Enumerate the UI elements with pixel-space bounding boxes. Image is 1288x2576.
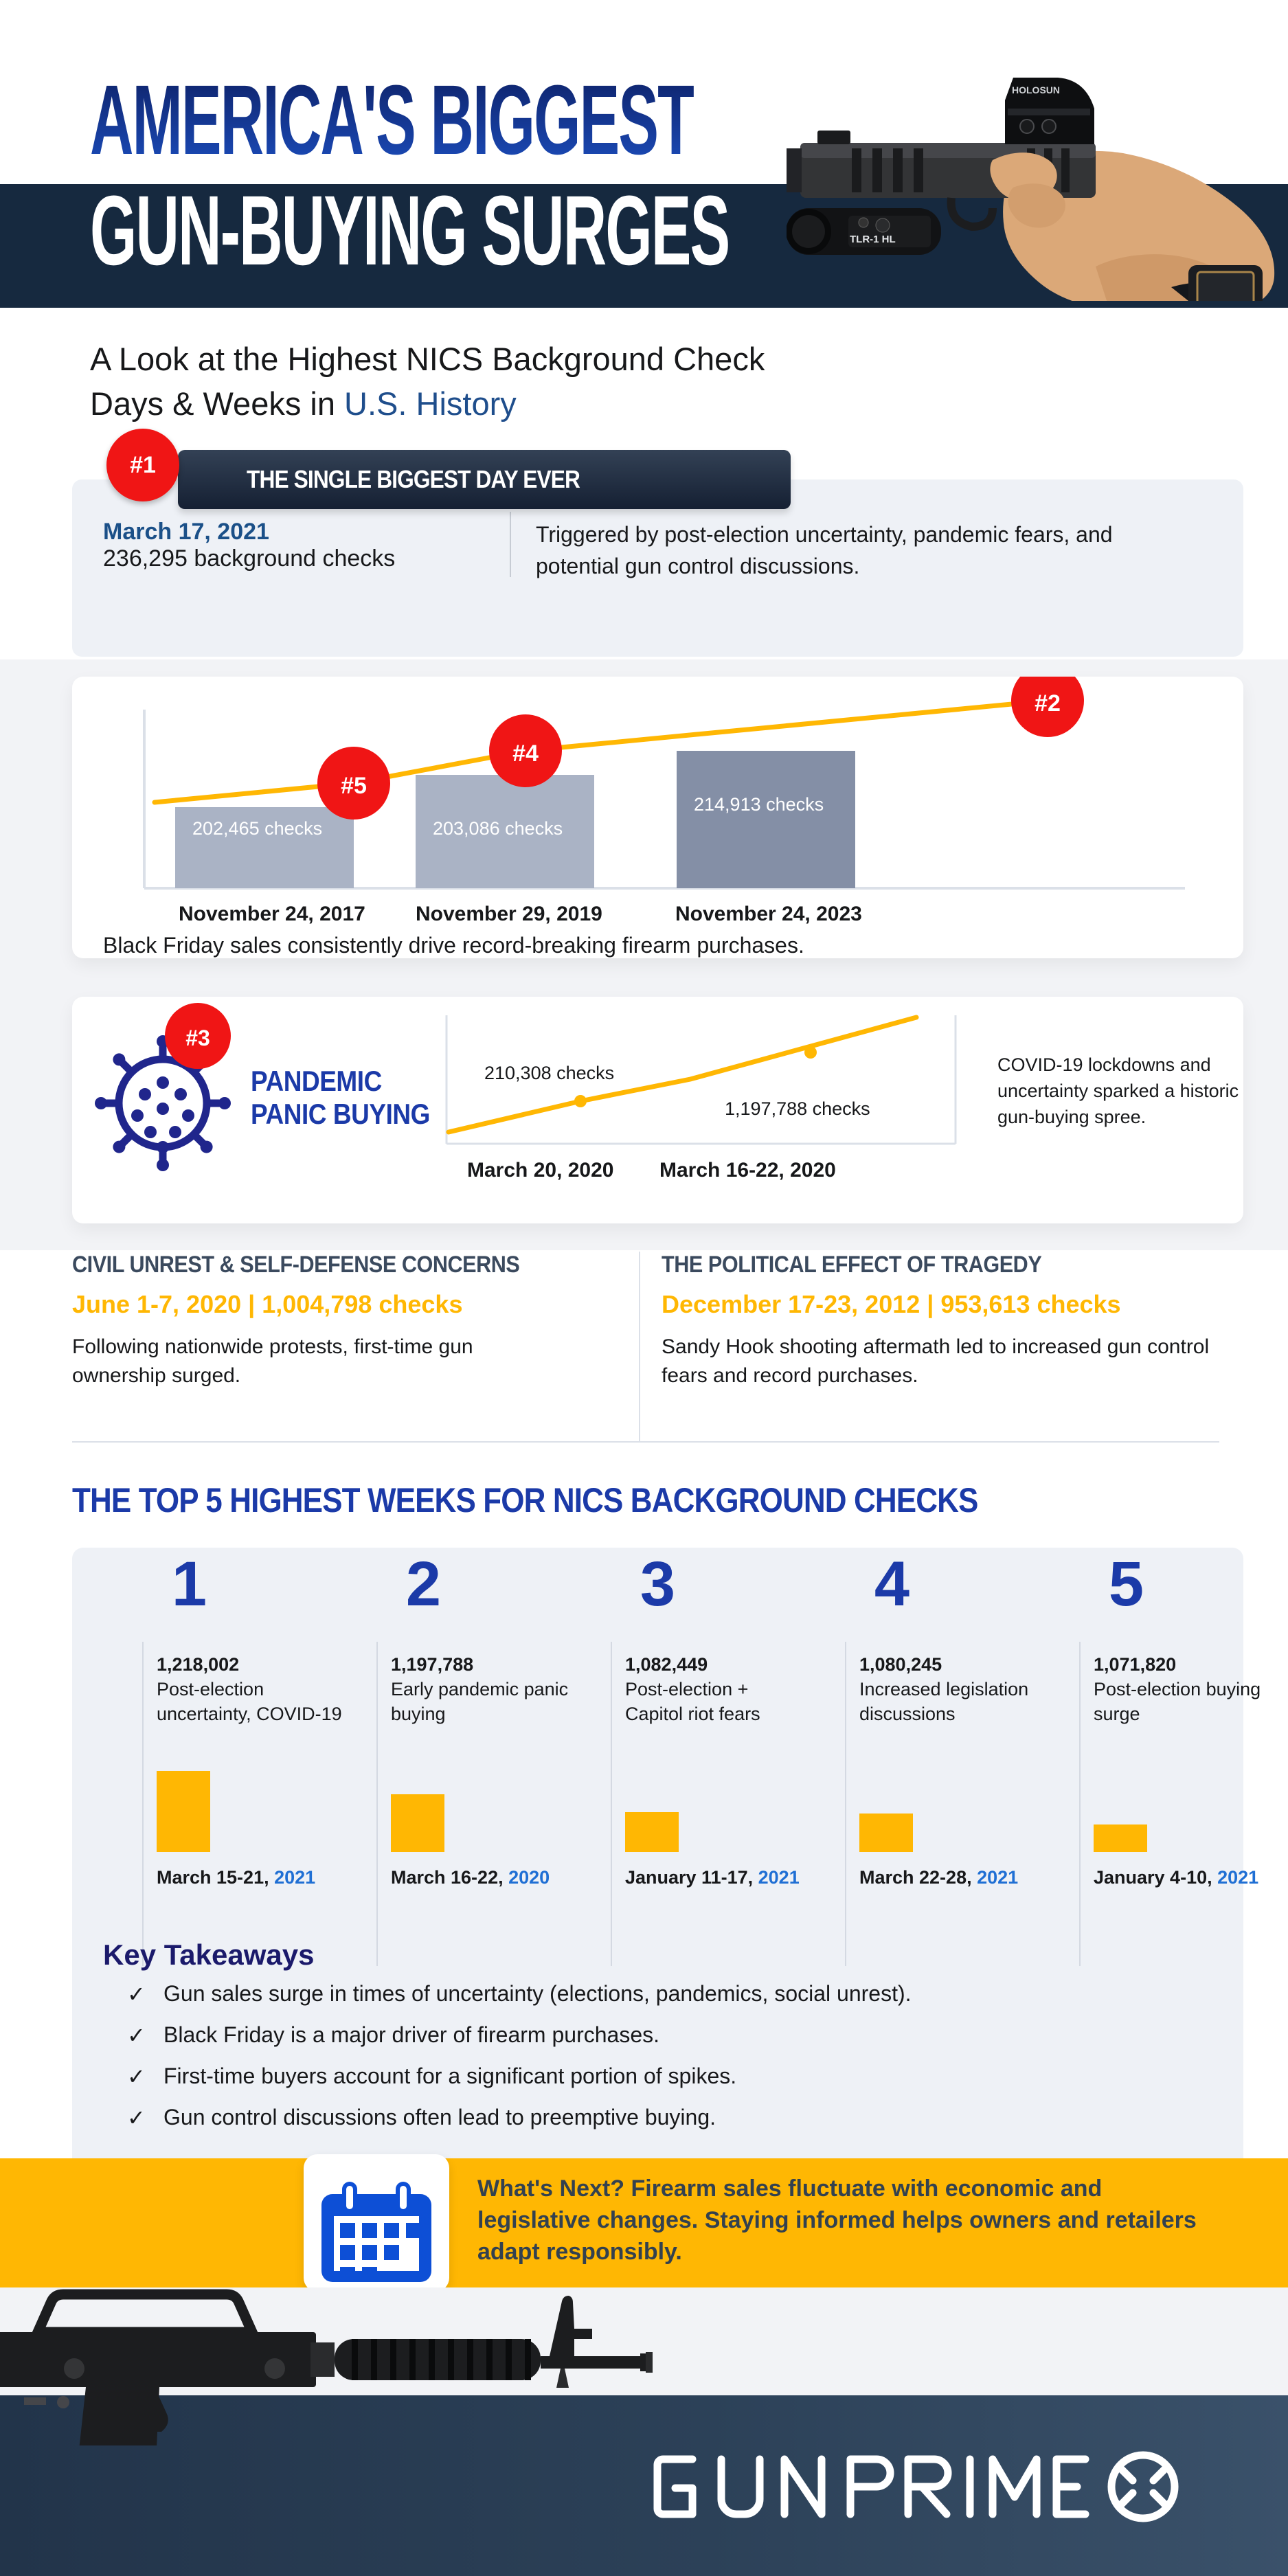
svg-text:November 29, 2019: November 29, 2019 (416, 903, 602, 925)
svg-text:uncertainty sparked a historic: uncertainty sparked a historic (997, 1081, 1239, 1101)
svg-text:March 16-22, 2020: March 16-22, 2020 (659, 1159, 836, 1182)
svg-text:#4: #4 (512, 741, 539, 767)
svg-text:#3: #3 (185, 1026, 210, 1050)
svg-text:1,197,788 checks: 1,197,788 checks (725, 1098, 870, 1119)
svg-text:202,465 checks: 202,465 checks (192, 818, 322, 839)
svg-text:210,308 checks: 210,308 checks (484, 1063, 614, 1083)
svg-text:COVID-19 lockdowns and: COVID-19 lockdowns and (997, 1054, 1211, 1075)
svg-text:#5: #5 (341, 773, 367, 799)
svg-text:214,913 checks: 214,913 checks (694, 794, 824, 815)
svg-text:HOLOSUN: HOLOSUN (1012, 84, 1060, 95)
svg-text:March 20, 2020: March 20, 2020 (467, 1159, 613, 1182)
svg-text:gun-buying spree.: gun-buying spree. (997, 1107, 1146, 1127)
svg-text:TLR-1 HL: TLR-1 HL (850, 234, 896, 245)
svg-text:#2: #2 (1035, 690, 1061, 716)
svg-text:November 24, 2017: November 24, 2017 (179, 903, 365, 925)
svg-text:November 24, 2023: November 24, 2023 (675, 903, 862, 925)
svg-text:AMERICA'S BIGGEST: AMERICA'S BIGGEST (90, 65, 694, 176)
svg-text:203,086 checks: 203,086 checks (433, 818, 563, 839)
